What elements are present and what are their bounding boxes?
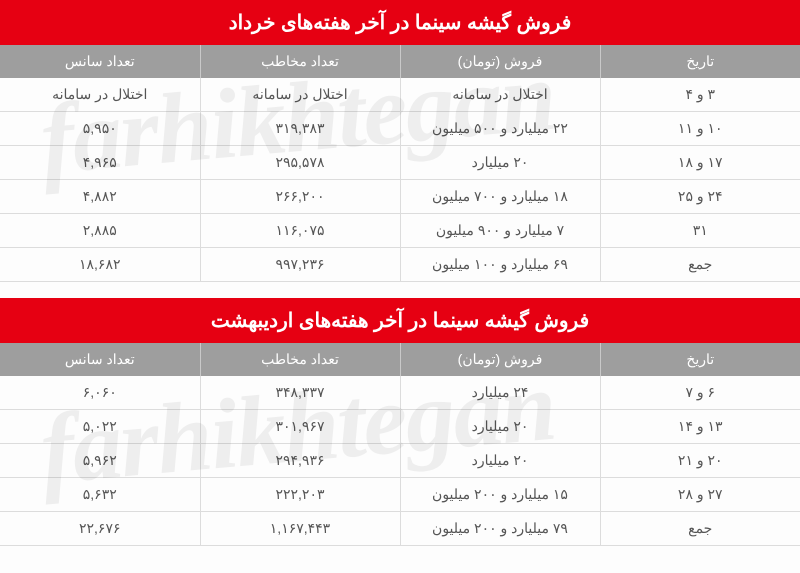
table-gap	[0, 282, 800, 298]
col-sessions: تعداد سانس	[0, 343, 200, 376]
col-audience: تعداد مخاطب	[200, 45, 400, 78]
table-cell: ۲۲۲,۲۰۳	[200, 478, 400, 512]
table-cell: ۲۰ میلیارد	[400, 444, 600, 478]
col-sales: فروش (تومان)	[400, 45, 600, 78]
table-cell: ۲۶۶,۲۰۰	[200, 180, 400, 214]
table-row: ۶ و ۷۲۴ میلیارد۳۴۸,۳۳۷۶,۰۶۰	[0, 376, 800, 410]
table-cell: ۲۰ میلیارد	[400, 410, 600, 444]
table-cell: ۲۴ و ۲۵	[600, 180, 800, 214]
table-cell: ۱۸ میلیارد و ۷۰۰ میلیون	[400, 180, 600, 214]
table-cell: ۲۰ میلیارد	[400, 146, 600, 180]
col-date: تاریخ	[600, 45, 800, 78]
table-row: ۲۷ و ۲۸۱۵ میلیارد و ۲۰۰ میلیون۲۲۲,۲۰۳۵,۶…	[0, 478, 800, 512]
table-cell: ۲۹۴,۹۳۶	[200, 444, 400, 478]
table-row: جمع۶۹ میلیارد و ۱۰۰ میلیون۹۹۷,۲۳۶۱۸,۶۸۲	[0, 248, 800, 282]
table-cell: ۱۷ و ۱۸	[600, 146, 800, 180]
table-cell: ۱,۱۶۷,۴۴۳	[200, 512, 400, 546]
table-cell: جمع	[600, 248, 800, 282]
table-ordibehesht: فروش گیشه سینما در آخر هفته‌های اردیبهشت…	[0, 298, 800, 546]
table-cell: اختلال در سامانه	[400, 78, 600, 112]
table-cell: ۲۷ و ۲۸	[600, 478, 800, 512]
table-cell: ۱۳ و ۱۴	[600, 410, 800, 444]
table-body-0: ۳ و ۴اختلال در سامانهاختلال در سامانهاخت…	[0, 78, 800, 282]
table-title: فروش گیشه سینما در آخر هفته‌های اردیبهشت	[0, 298, 800, 343]
table-cell: ۳۰۱,۹۶۷	[200, 410, 400, 444]
table-cell: ۹۹۷,۲۳۶	[200, 248, 400, 282]
table-row: ۲۴ و ۲۵۱۸ میلیارد و ۷۰۰ میلیون۲۶۶,۲۰۰۴,۸…	[0, 180, 800, 214]
table-cell: ۲,۸۸۵	[0, 214, 200, 248]
table-cell: ۵,۹۵۰	[0, 112, 200, 146]
table-cell: ۳۱۹,۳۸۳	[200, 112, 400, 146]
table-row: ۳ و ۴اختلال در سامانهاختلال در سامانهاخت…	[0, 78, 800, 112]
table-cell: ۱۰ و ۱۱	[600, 112, 800, 146]
table-cell: ۱۱۶,۰۷۵	[200, 214, 400, 248]
table-cell: ۴,۸۸۲	[0, 180, 200, 214]
table-row: ۱۷ و ۱۸۲۰ میلیارد۲۹۵,۵۷۸۴,۹۶۵	[0, 146, 800, 180]
table-body-1: ۶ و ۷۲۴ میلیارد۳۴۸,۳۳۷۶,۰۶۰۱۳ و ۱۴۲۰ میل…	[0, 376, 800, 546]
col-sessions: تعداد سانس	[0, 45, 200, 78]
table-cell: ۳ و ۴	[600, 78, 800, 112]
table-cell: ۵,۶۳۲	[0, 478, 200, 512]
table-cell: جمع	[600, 512, 800, 546]
table-cell: ۷۹ میلیارد و ۲۰۰ میلیون	[400, 512, 600, 546]
table-row: جمع۷۹ میلیارد و ۲۰۰ میلیون۱,۱۶۷,۴۴۳۲۲,۶۷…	[0, 512, 800, 546]
table-cell: ۷ میلیارد و ۹۰۰ میلیون	[400, 214, 600, 248]
table-cell: ۴,۹۶۵	[0, 146, 200, 180]
table-title: فروش گیشه سینما در آخر هفته‌های خرداد	[0, 0, 800, 45]
table-row: ۱۰ و ۱۱۲۲ میلیارد و ۵۰۰ میلیون۳۱۹,۳۸۳۵,۹…	[0, 112, 800, 146]
table-cell: ۵,۹۶۲	[0, 444, 200, 478]
data-table: تاریخ فروش (تومان) تعداد مخاطب تعداد سان…	[0, 343, 800, 546]
col-sales: فروش (تومان)	[400, 343, 600, 376]
header-row: تاریخ فروش (تومان) تعداد مخاطب تعداد سان…	[0, 45, 800, 78]
table-row: ۱۳ و ۱۴۲۰ میلیارد۳۰۱,۹۶۷۵,۰۲۲	[0, 410, 800, 444]
table-cell: ۲۴ میلیارد	[400, 376, 600, 410]
table-cell: ۱۸,۶۸۲	[0, 248, 200, 282]
table-cell: ۲۲,۶۷۶	[0, 512, 200, 546]
table-cell: ۶,۰۶۰	[0, 376, 200, 410]
table-row: ۲۰ و ۲۱۲۰ میلیارد۲۹۴,۹۳۶۵,۹۶۲	[0, 444, 800, 478]
table-cell: ۶ و ۷	[600, 376, 800, 410]
header-row: تاریخ فروش (تومان) تعداد مخاطب تعداد سان…	[0, 343, 800, 376]
col-date: تاریخ	[600, 343, 800, 376]
table-cell: ۵,۰۲۲	[0, 410, 200, 444]
table-cell: ۲۲ میلیارد و ۵۰۰ میلیون	[400, 112, 600, 146]
table-cell: ۶۹ میلیارد و ۱۰۰ میلیون	[400, 248, 600, 282]
table-row: ۳۱۷ میلیارد و ۹۰۰ میلیون۱۱۶,۰۷۵۲,۸۸۵	[0, 214, 800, 248]
col-audience: تعداد مخاطب	[200, 343, 400, 376]
table-khordad: فروش گیشه سینما در آخر هفته‌های خرداد تا…	[0, 0, 800, 282]
table-cell: اختلال در سامانه	[200, 78, 400, 112]
table-cell: ۲۹۵,۵۷۸	[200, 146, 400, 180]
data-table: تاریخ فروش (تومان) تعداد مخاطب تعداد سان…	[0, 45, 800, 282]
table-cell: ۱۵ میلیارد و ۲۰۰ میلیون	[400, 478, 600, 512]
table-cell: ۲۰ و ۲۱	[600, 444, 800, 478]
table-cell: ۳۱	[600, 214, 800, 248]
table-cell: ۳۴۸,۳۳۷	[200, 376, 400, 410]
table-cell: اختلال در سامانه	[0, 78, 200, 112]
